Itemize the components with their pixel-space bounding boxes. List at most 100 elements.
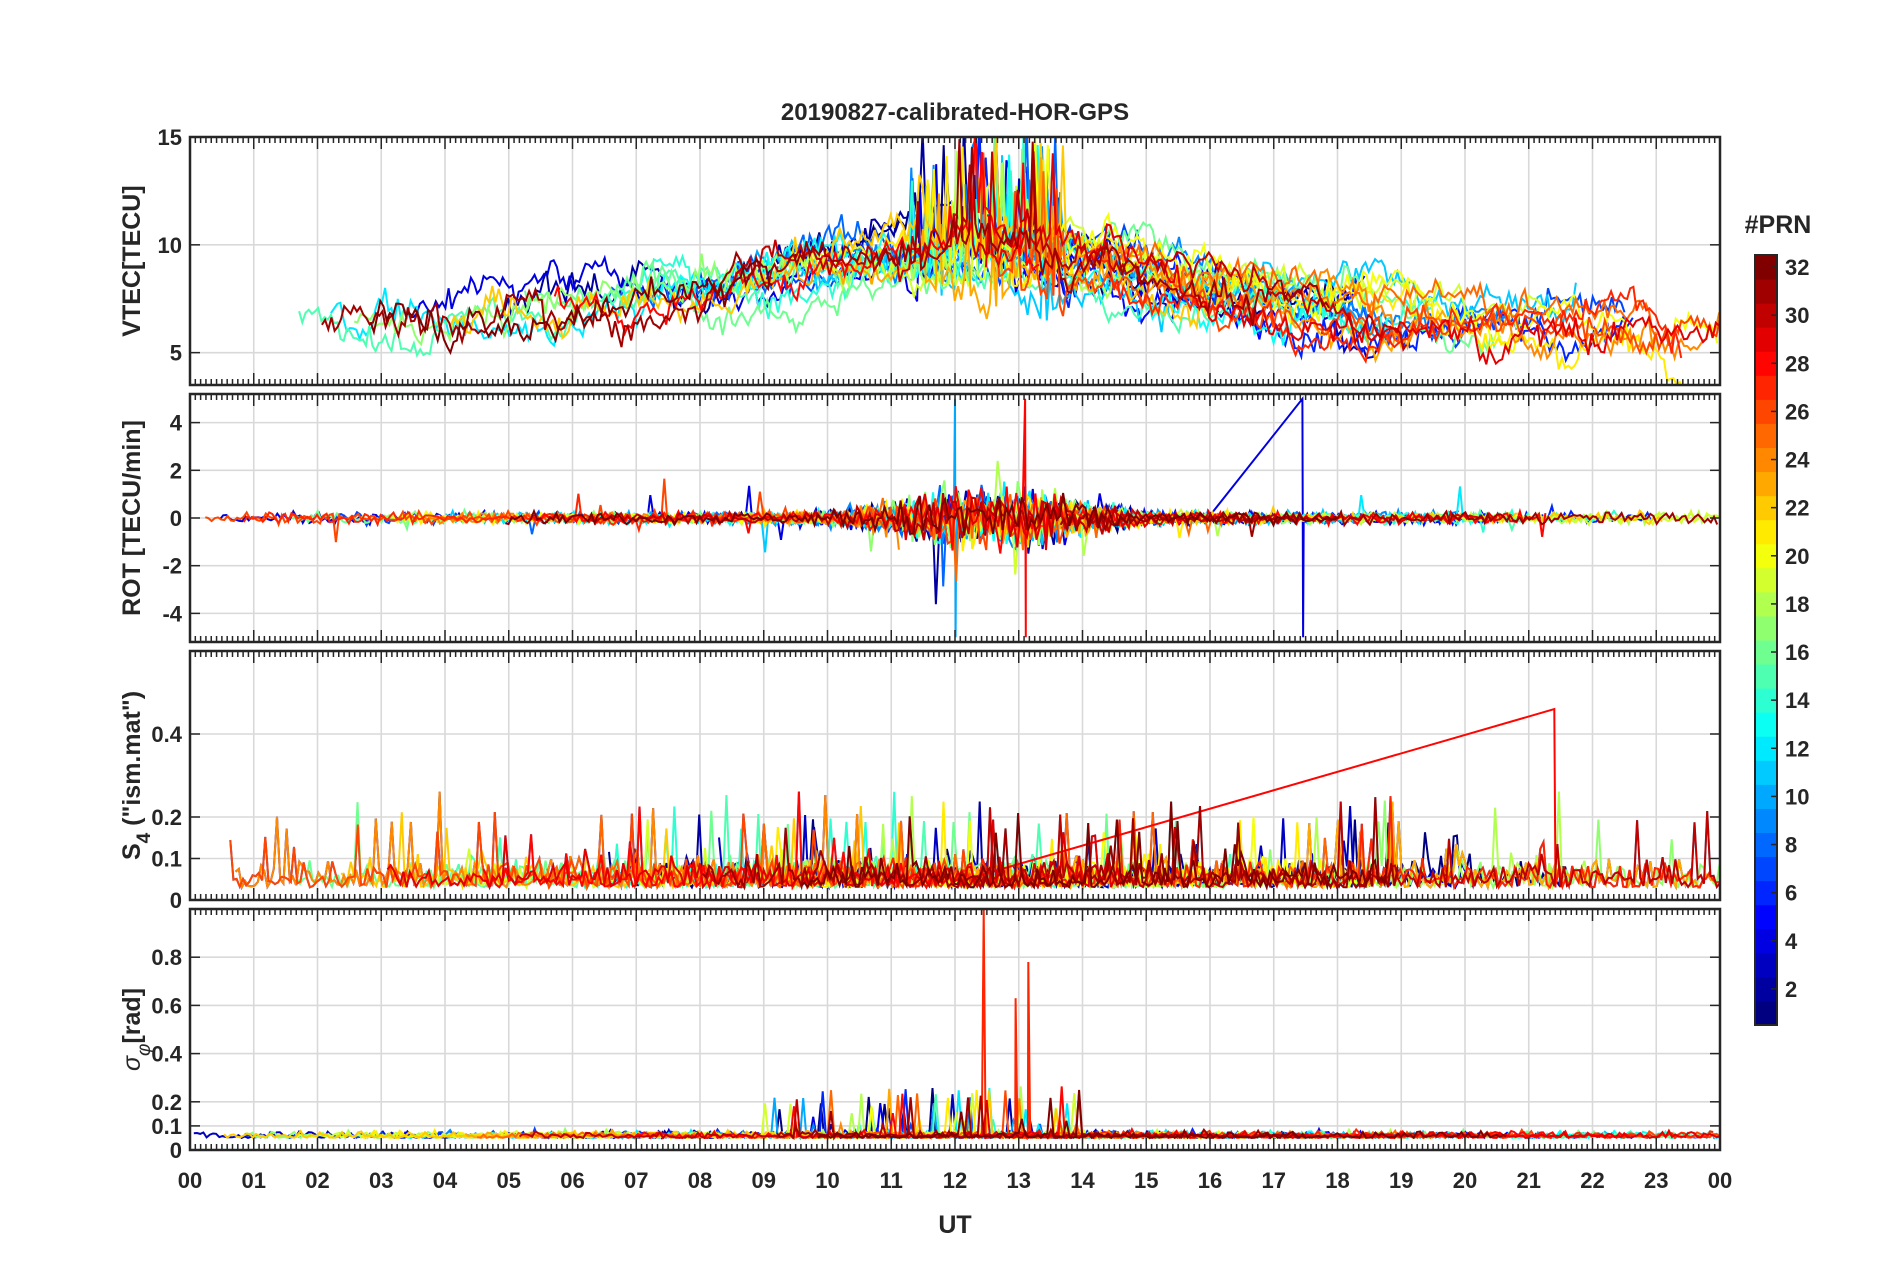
- x-axis-label: UT: [938, 1211, 971, 1239]
- colorbar-segment: [1755, 976, 1777, 1002]
- x-tick-label: 13: [1007, 1168, 1031, 1193]
- x-tick-label: 04: [433, 1168, 458, 1193]
- x-tick-label: 16: [1198, 1168, 1222, 1193]
- colorbar-tick-label: 4: [1785, 929, 1798, 954]
- series-line-prn-32: [817, 1089, 1507, 1140]
- x-tick-label: 11: [880, 1168, 903, 1193]
- x-tick-label: 21: [1517, 1168, 1541, 1193]
- colorbar-label: #PRN: [1745, 211, 1812, 239]
- series-group: [193, 909, 1720, 1141]
- y-tick-label-rot: -4: [162, 601, 182, 626]
- colorbar-tick-label: 8: [1785, 833, 1797, 858]
- x-tick-label: 09: [752, 1168, 776, 1193]
- y-tick-label-rot: -2: [162, 554, 182, 579]
- y-axis-label-rot: ROT [TECU/min]: [118, 420, 146, 616]
- y-axis-label-sigma_phi: σφ[rad]: [118, 988, 155, 1071]
- colorbar-segment: [1755, 591, 1777, 617]
- y-tick-label-rot: 4: [170, 411, 183, 436]
- x-tick-label: 00: [1708, 1168, 1732, 1193]
- colorbar-segment: [1755, 399, 1777, 424]
- x-tick-label: 14: [1070, 1168, 1095, 1193]
- chart-title: 20190827-calibrated-HOR-GPS: [781, 99, 1129, 126]
- colorbar-segment: [1755, 1000, 1777, 1026]
- x-tick-label: 00: [178, 1168, 202, 1193]
- colorbar-frame: [1754, 254, 1778, 1026]
- colorbar-tick-label: 24: [1785, 448, 1810, 473]
- colorbar-segment: [1755, 519, 1777, 545]
- series-group: [204, 395, 1720, 638]
- colorbar-segment: [1755, 712, 1777, 737]
- x-tick-label: 01: [242, 1168, 266, 1193]
- series-line-prn-27: [242, 493, 742, 534]
- x-tick-label: 05: [497, 1168, 521, 1193]
- colorbar-segment: [1755, 736, 1777, 761]
- colorbar-tick-label: 6: [1785, 881, 1797, 906]
- y-axis-label-vtec: VTEC[TECU]: [118, 185, 146, 336]
- colorbar-segment: [1755, 664, 1777, 689]
- colorbar-tick-label: 14: [1785, 688, 1810, 713]
- y-tick-label-vtec: 15: [158, 125, 182, 150]
- x-tick-label: 18: [1325, 1168, 1349, 1193]
- y-tick-label-rot: 2: [170, 458, 182, 483]
- series-line-prn-26: [979, 152, 1720, 356]
- series-line-prn-31: [321, 139, 1330, 348]
- x-tick-label: 20: [1453, 1168, 1477, 1193]
- x-tick-label: 15: [1134, 1168, 1158, 1193]
- colorbar-segment: [1755, 928, 1777, 954]
- y-tick-label-s4: 0.1: [151, 847, 182, 872]
- x-tick-label: 19: [1389, 1168, 1413, 1193]
- colorbar-segment: [1755, 495, 1777, 521]
- colorbar-segment: [1755, 351, 1777, 376]
- colorbar-tick-label: 12: [1785, 736, 1809, 761]
- y-axis-label-text: [rad]: [118, 988, 146, 1044]
- colorbar-segment: [1755, 255, 1777, 280]
- colorbar-tick-label: 32: [1785, 255, 1809, 280]
- series-group: [298, 137, 1720, 385]
- y-tick-label-vtec: 5: [170, 341, 182, 366]
- y-tick-label-vtec: 10: [158, 233, 182, 258]
- x-tick-label: 06: [560, 1168, 584, 1193]
- series-line-prn-24: [1074, 243, 1720, 362]
- series-group: [229, 707, 1720, 892]
- y-tick-label-sigma_phi: 0: [170, 1138, 182, 1163]
- y-tick-label-s4: 0.4: [151, 722, 182, 747]
- colorbar-segment: [1755, 303, 1777, 328]
- y-axis-label-symbol: S: [118, 843, 146, 860]
- colorbar-tick-label: 18: [1785, 592, 1809, 617]
- colorbar-segment: [1755, 832, 1777, 858]
- colorbar-tick-label: 2: [1785, 977, 1797, 1002]
- y-tick-label-sigma_phi: 0.8: [151, 945, 182, 970]
- y-tick-label-rot: 0: [170, 506, 182, 531]
- series-line-prn-32: [505, 492, 1338, 536]
- colorbar-segment: [1755, 423, 1777, 448]
- x-tick-label: 02: [305, 1168, 329, 1193]
- x-tick-label: 12: [943, 1168, 967, 1193]
- x-tick-label: 23: [1644, 1168, 1668, 1193]
- colorbar-tick-label: 10: [1785, 784, 1809, 809]
- panel-rot: -4 -2 0 2 4 ROT [TECU/min]: [118, 392, 1722, 644]
- y-axis-label-subscript: 4: [134, 832, 155, 843]
- panel-sigma-phi: 00.10.2 0.4 0.6 0.8 σφ[rad]: [118, 907, 1722, 1163]
- colorbar-segment: [1755, 784, 1777, 809]
- y-axis-label-text: ("ism.mat"): [118, 691, 146, 833]
- colorbar-segment: [1755, 615, 1777, 641]
- series-line-prn-28: [482, 707, 1557, 891]
- colorbar-tick-label: 26: [1785, 399, 1809, 424]
- colorbar-segment: [1755, 447, 1777, 473]
- series-line-prn-28: [553, 137, 1040, 337]
- colorbar-segment: [1755, 808, 1777, 833]
- colorbar-tick-label: 28: [1785, 351, 1809, 376]
- y-axis-label-s4: S4 ("ism.mat"): [118, 691, 155, 860]
- y-tick-label-s4: 0.2: [151, 805, 182, 830]
- colorbar-segment: [1755, 471, 1777, 497]
- colorbar-segment: [1755, 279, 1777, 304]
- panel-vtec: 5 10 15 VTEC[TECU]: [118, 125, 1722, 387]
- x-axis: 00 01 02 03 04 05 06 07 08 09 10 11 12 13 14 15 16 17 18 19…: [178, 1168, 1732, 1193]
- colorbar-segment: [1755, 880, 1777, 906]
- y-tick-label-sigma_phi: 0.2: [151, 1090, 182, 1115]
- colorbar-tick-label: 20: [1785, 544, 1809, 569]
- y-axis-label-subscript: φ: [134, 1044, 155, 1056]
- x-tick-label: 03: [369, 1168, 393, 1193]
